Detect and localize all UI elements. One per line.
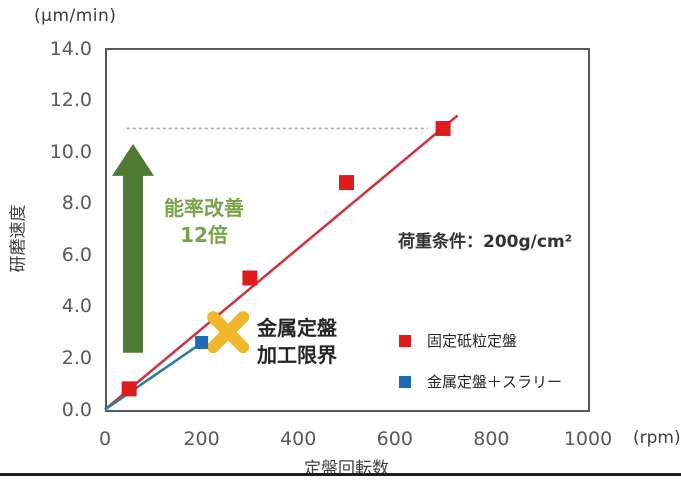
limit-annotation: 金属定盤 加工限界 bbox=[257, 315, 337, 369]
limit-x-marker bbox=[207, 311, 250, 354]
red-trend-line bbox=[104, 114, 459, 411]
x-tick-label: 400 bbox=[280, 428, 317, 450]
x-tick-label: 1000 bbox=[563, 428, 613, 450]
improvement-annotation-line1: 能率改善 bbox=[164, 196, 244, 220]
red-square-legend-icon bbox=[399, 334, 411, 347]
plot-area bbox=[105, 48, 590, 412]
x-tick-label: 600 bbox=[376, 428, 413, 450]
y-tick-label: 12.0 bbox=[49, 89, 92, 112]
legend-label: 固定砥粒定盤 bbox=[427, 332, 518, 350]
y-tick-label: 2.0 bbox=[61, 346, 92, 369]
blue-square-legend-icon bbox=[399, 375, 411, 388]
red-data-point-marker bbox=[339, 175, 354, 191]
y-tick-label: 4.0 bbox=[61, 295, 92, 318]
y-tick-label: 6.0 bbox=[61, 243, 92, 266]
improvement-annotation: 能率改善 12倍 bbox=[153, 195, 255, 249]
legend-item-metal-platen-slurry: 金属定盤＋スラリー bbox=[399, 371, 562, 392]
y-tick-label: 0.0 bbox=[61, 398, 92, 421]
legend: 固定砥粒定盤 金属定盤＋スラリー bbox=[399, 330, 562, 392]
x-tick-label: 200 bbox=[183, 428, 220, 450]
improvement-annotation-line2: 12倍 bbox=[180, 223, 228, 247]
y-axis-unit-label: (μm/min) bbox=[34, 6, 117, 26]
limit-annotation-line2: 加工限界 bbox=[257, 343, 337, 367]
y-tick-label: 8.0 bbox=[61, 192, 92, 215]
limit-annotation-line1: 金属定盤 bbox=[257, 316, 337, 340]
x-tick-label: 800 bbox=[473, 428, 510, 450]
blue-data-point-marker bbox=[195, 335, 209, 349]
x-axis-unit-label: (rpm) bbox=[633, 428, 681, 448]
x-tick-label: 0 bbox=[98, 428, 112, 450]
red-data-point-marker bbox=[242, 270, 258, 286]
load-condition-note: 荷重条件：200g/cm² bbox=[398, 232, 573, 252]
legend-label: 金属定盤＋スラリー bbox=[427, 373, 563, 391]
bottom-divider bbox=[0, 473, 681, 476]
red-data-point-marker bbox=[435, 120, 451, 136]
red-data-point-marker bbox=[121, 381, 137, 397]
improvement-arrow bbox=[112, 143, 155, 353]
blue-trend-line bbox=[104, 339, 206, 411]
legend-item-fixed-abrasive-platen: 固定砥粒定盤 bbox=[399, 330, 562, 351]
y-tick-label: 14.0 bbox=[49, 37, 92, 60]
y-tick-label: 10.0 bbox=[49, 140, 92, 163]
